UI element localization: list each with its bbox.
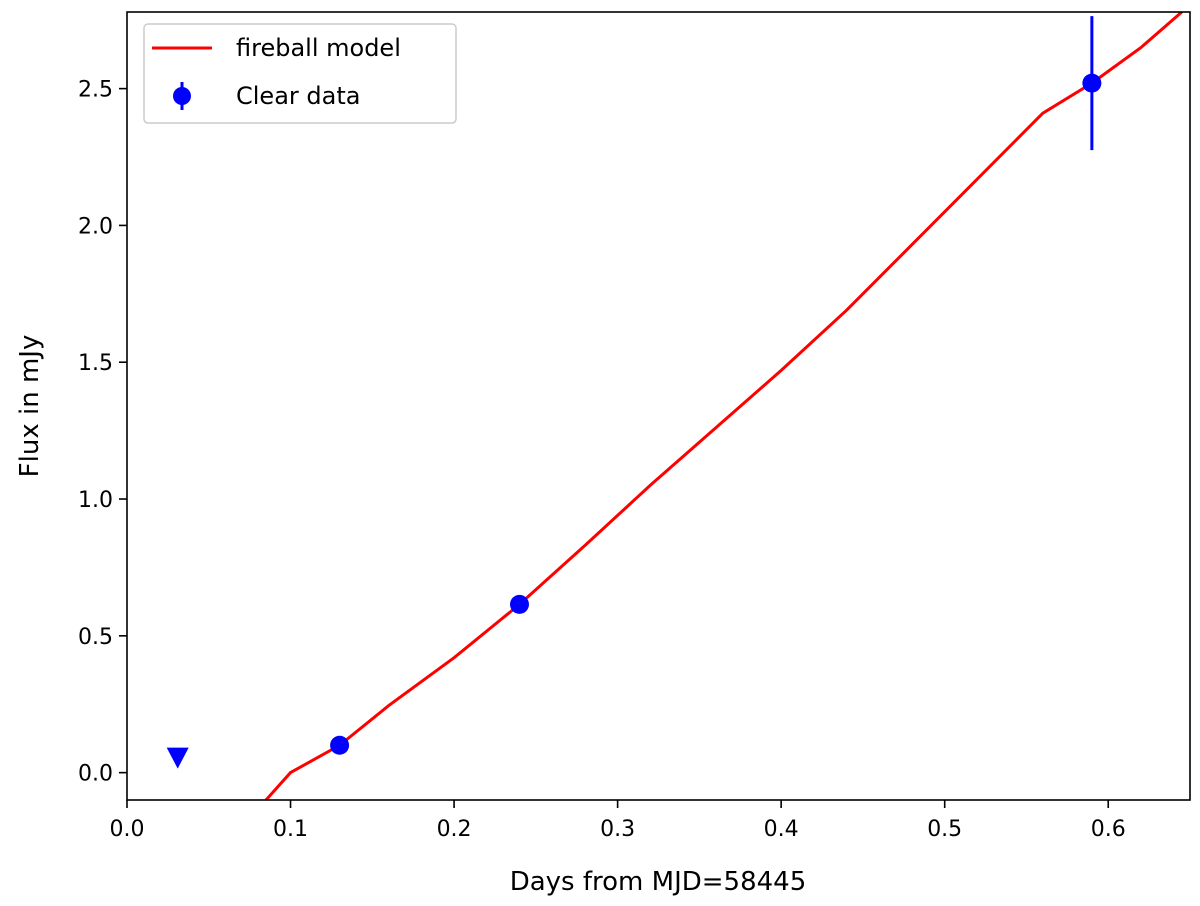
- y-tick-label: 1.5: [78, 351, 113, 376]
- x-axis-ticks: 0.0 0.1 0.2 0.3 0.4 0.5 0.6: [110, 800, 1126, 842]
- x-tick-label: 0.3: [600, 817, 635, 842]
- legend-label-fireball: fireball model: [236, 34, 401, 62]
- x-tick-label: 0.1: [273, 817, 308, 842]
- y-axis-ticks: 0.0 0.5 1.0 1.5 2.0 2.5: [78, 78, 127, 787]
- clear-data-point: [1082, 73, 1102, 93]
- x-tick-label: 0.0: [110, 817, 145, 842]
- x-tick-label: 0.4: [764, 817, 799, 842]
- y-axis-label: Flux in mJy: [15, 335, 45, 478]
- plot-frame: [126, 11, 1191, 801]
- x-tick-label: 0.2: [437, 817, 472, 842]
- legend-label-clear: Clear data: [236, 82, 360, 110]
- model-layer: [264, 12, 1183, 800]
- x-tick-label: 0.5: [927, 817, 962, 842]
- y-tick-label: 2.0: [78, 214, 113, 239]
- legend-frame: [143, 23, 457, 124]
- y-tick-label: 1.0: [78, 488, 113, 513]
- y-tick-label: 0.5: [78, 625, 113, 650]
- x-axis-label: Days from MJD=58445: [510, 867, 807, 897]
- x-tick-label: 0.6: [1091, 817, 1126, 842]
- clear-data-point: [330, 735, 350, 755]
- legend-marker-clear: [173, 87, 191, 105]
- fireball-model-line: [264, 12, 1183, 800]
- upper-limit-marker: [166, 747, 189, 769]
- data-layer: [166, 16, 1102, 769]
- clear-data-point: [509, 594, 529, 614]
- legend: fireball model Clear data: [143, 23, 457, 124]
- y-tick-label: 2.5: [78, 78, 113, 103]
- y-tick-label: 0.0: [78, 762, 113, 787]
